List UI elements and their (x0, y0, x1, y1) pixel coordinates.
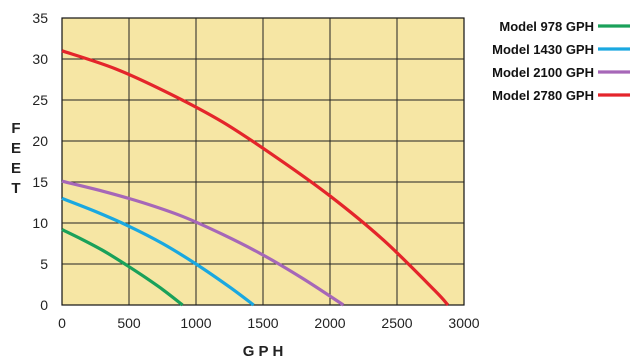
legend-entry-label: Model 2780 GPH (492, 88, 594, 103)
series-line-2 (61, 196, 255, 307)
y-tick-label: 35 (32, 10, 48, 26)
legend-entry-label: Model 1430 GPH (492, 42, 594, 57)
y-axis-label-letter: F (11, 120, 20, 137)
legend-entry-label: Model 978 GPH (499, 19, 594, 34)
y-tick-label: 15 (32, 174, 48, 190)
y-axis-ticks: 0 5 10 15 20 25 30 35 (32, 10, 48, 313)
x-tick-label: 1500 (247, 315, 278, 331)
x-tick-label: 2500 (381, 315, 412, 331)
x-tick-label: 1000 (180, 315, 211, 331)
series-line-3 (61, 179, 345, 307)
y-tick-label: 30 (32, 51, 48, 67)
y-axis-label-letter: E (11, 140, 21, 157)
x-tick-label: 0 (58, 315, 66, 331)
legend: Model 978 GPH Model 1430 GPH Model 2100 GP… (492, 19, 630, 103)
x-tick-label: 2000 (314, 315, 345, 331)
series-lines (61, 49, 450, 307)
x-axis-ticks: 0 500 1000 1500 2000 2500 3000 (58, 315, 480, 331)
y-tick-label: 0 (40, 297, 48, 313)
x-axis-label: G P H (243, 343, 284, 360)
series-line-1 (61, 228, 184, 307)
x-tick-label: 500 (117, 315, 141, 331)
legend-entry-label: Model 2100 GPH (492, 65, 594, 80)
x-tick-label: 3000 (448, 315, 479, 331)
y-tick-label: 20 (32, 133, 48, 149)
series-line-4 (61, 49, 450, 307)
y-tick-label: 25 (32, 92, 48, 108)
gridlines (62, 18, 464, 305)
y-axis-label-letter: T (11, 180, 20, 197)
y-tick-label: 5 (40, 256, 48, 272)
y-axis-label-letter: E (11, 160, 21, 177)
y-tick-label: 10 (32, 215, 48, 231)
